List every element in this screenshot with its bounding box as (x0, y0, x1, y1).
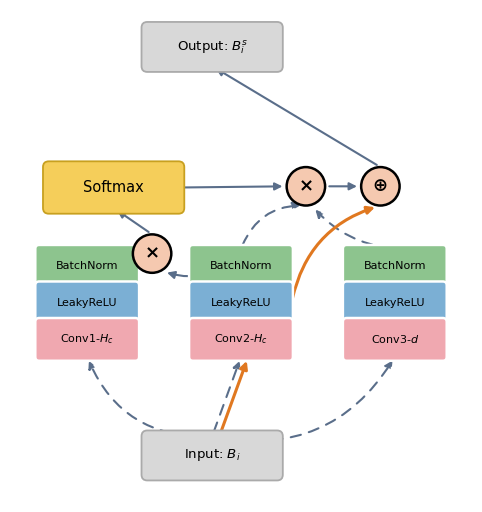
FancyArrowPatch shape (317, 211, 390, 248)
FancyBboxPatch shape (343, 282, 447, 324)
FancyBboxPatch shape (189, 282, 293, 324)
FancyBboxPatch shape (142, 431, 283, 480)
Text: Output: $B_i^s$: Output: $B_i^s$ (176, 38, 248, 56)
Text: Softmax: Softmax (83, 180, 144, 195)
FancyArrowPatch shape (169, 252, 238, 278)
FancyArrowPatch shape (119, 211, 148, 232)
Text: ×: × (145, 245, 160, 263)
FancyBboxPatch shape (142, 22, 283, 72)
Text: ⊕: ⊕ (373, 177, 388, 195)
FancyBboxPatch shape (35, 318, 139, 361)
FancyArrowPatch shape (214, 363, 240, 432)
Circle shape (287, 167, 325, 205)
Text: Conv3-$d$: Conv3-$d$ (371, 333, 419, 346)
Text: LeakyReLU: LeakyReLU (364, 298, 425, 308)
Text: LeakyReLU: LeakyReLU (211, 298, 271, 308)
FancyBboxPatch shape (189, 318, 293, 361)
FancyBboxPatch shape (343, 318, 447, 361)
FancyBboxPatch shape (43, 161, 184, 214)
FancyBboxPatch shape (35, 282, 139, 324)
FancyArrowPatch shape (218, 70, 377, 165)
FancyArrowPatch shape (329, 183, 355, 189)
FancyArrowPatch shape (90, 363, 208, 436)
Circle shape (361, 167, 400, 205)
Text: BatchNorm: BatchNorm (210, 261, 272, 271)
Text: Conv2-$H_c$: Conv2-$H_c$ (214, 332, 268, 346)
Text: Conv1-$H_c$: Conv1-$H_c$ (60, 332, 114, 346)
FancyArrowPatch shape (293, 207, 372, 299)
Text: LeakyReLU: LeakyReLU (57, 298, 118, 308)
FancyArrowPatch shape (242, 203, 298, 245)
FancyArrowPatch shape (91, 250, 131, 265)
FancyBboxPatch shape (189, 245, 293, 288)
Circle shape (133, 234, 171, 273)
Text: BatchNorm: BatchNorm (56, 261, 119, 271)
FancyBboxPatch shape (35, 245, 139, 288)
FancyArrowPatch shape (221, 364, 246, 432)
FancyArrowPatch shape (183, 183, 280, 189)
Text: Input: $B_i$: Input: $B_i$ (184, 447, 241, 463)
FancyArrowPatch shape (216, 362, 391, 441)
Text: BatchNorm: BatchNorm (363, 261, 426, 271)
FancyBboxPatch shape (343, 245, 447, 288)
Text: ×: × (298, 177, 313, 195)
